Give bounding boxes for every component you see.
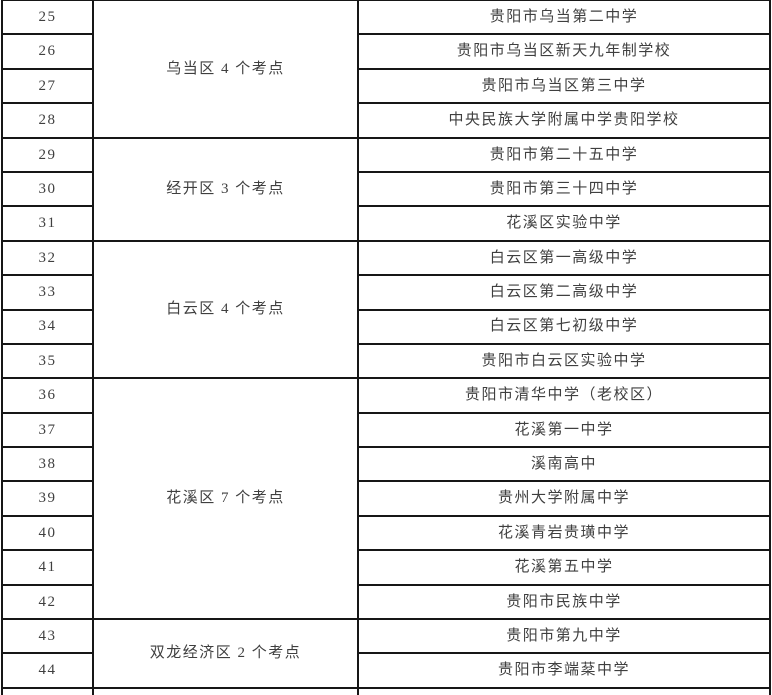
table-row: 39 贵州大学附属中学 <box>1 480 771 517</box>
row-number-cell: 43 <box>1 618 94 655</box>
table-row-partial <box>1 686 771 695</box>
table-row: 44 贵阳市李端棻中学 <box>1 652 771 689</box>
row-number-cell <box>1 686 94 695</box>
school-name-cell: 溪南高中 <box>357 446 771 483</box>
row-number-cell: 31 <box>1 205 94 242</box>
school-name-cell: 贵州大学附属中学 <box>357 480 771 517</box>
school-name-cell: 白云区第七初级中学 <box>357 308 771 345</box>
district-group-cell: 经开区 3 个考点 <box>92 136 359 242</box>
table-row: 38 溪南高中 <box>1 446 771 483</box>
row-number-cell: 37 <box>1 411 94 449</box>
row-number-cell: 38 <box>1 446 94 483</box>
row-number-cell: 40 <box>1 514 94 552</box>
table-row: 25 乌当区 4 个考点 贵阳市乌当第二中学 <box>1 0 771 139</box>
table-row: 32 白云区 4 个考点 白云区第一高级中学 <box>1 239 771 380</box>
row-number-cell: 39 <box>1 480 94 517</box>
school-name-cell: 花溪区实验中学 <box>357 205 771 242</box>
row-number-cell: 27 <box>1 67 94 105</box>
school-name-cell: 贵阳市乌当第二中学 <box>357 0 771 36</box>
table-row: 40 花溪青岩贵璜中学 <box>1 514 771 552</box>
school-name-cell: 花溪青岩贵璜中学 <box>357 514 771 552</box>
school-name-cell: 贵阳市乌当区第三中学 <box>357 67 771 105</box>
table-row: 42 贵阳市民族中学 <box>1 583 771 621</box>
table-row: 37 花溪第一中学 <box>1 411 771 449</box>
row-number-cell: 35 <box>1 342 94 380</box>
school-name-cell: 贵阳市李端棻中学 <box>357 652 771 689</box>
row-number-cell: 28 <box>1 102 94 139</box>
table-row: 29 经开区 3 个考点 贵阳市第二十五中学 <box>1 136 771 242</box>
row-number-cell: 42 <box>1 583 94 621</box>
district-group-cell: 乌当区 4 个考点 <box>92 0 359 139</box>
table-row: 36 花溪区 7 个考点 贵阳市清华中学（老校区） <box>1 377 771 621</box>
school-name-cell: 贵阳市乌当区新天九年制学校 <box>357 33 771 70</box>
row-number-cell: 29 <box>1 136 94 173</box>
row-number-cell: 25 <box>1 0 94 36</box>
table-row: 43 双龙经济区 2 个考点 贵阳市第九中学 <box>1 618 771 689</box>
row-number-cell: 41 <box>1 549 94 586</box>
table-row: 41 花溪第五中学 <box>1 549 771 586</box>
table-row: 35 贵阳市白云区实验中学 <box>1 342 771 380</box>
school-name-cell: 贵阳市民族中学 <box>357 583 771 621</box>
table-row: 28 中央民族大学附属中学贵阳学校 <box>1 102 771 139</box>
school-name-cell: 贵阳市第九中学 <box>357 618 771 655</box>
school-name-cell: 贵阳市白云区实验中学 <box>357 342 771 380</box>
table-row: 33 白云区第二高级中学 <box>1 274 771 311</box>
table-row: 26 贵阳市乌当区新天九年制学校 <box>1 33 771 70</box>
district-group-cell: 白云区 4 个考点 <box>92 239 359 380</box>
school-name-cell: 白云区第一高级中学 <box>357 239 771 277</box>
table-row: 27 贵阳市乌当区第三中学 <box>1 67 771 105</box>
school-name-cell: 花溪第一中学 <box>357 411 771 449</box>
table-row: 30 贵阳市第三十四中学 <box>1 170 771 208</box>
school-name-cell: 中央民族大学附属中学贵阳学校 <box>357 102 771 139</box>
row-number-cell: 32 <box>1 239 94 277</box>
school-name-cell: 贵阳市清华中学（老校区） <box>357 377 771 414</box>
district-group-cell <box>92 686 359 695</box>
school-name-cell: 贵阳市第二十五中学 <box>357 136 771 173</box>
row-number-cell: 44 <box>1 652 94 689</box>
school-name-cell: 花溪第五中学 <box>357 549 771 586</box>
district-group-cell: 双龙经济区 2 个考点 <box>92 618 359 689</box>
district-group-cell: 花溪区 7 个考点 <box>92 377 359 621</box>
row-number-cell: 34 <box>1 308 94 345</box>
table-row: 34 白云区第七初级中学 <box>1 308 771 345</box>
row-number-cell: 30 <box>1 170 94 208</box>
row-number-cell: 36 <box>1 377 94 414</box>
school-name-cell: 白云区第二高级中学 <box>357 274 771 311</box>
school-name-cell <box>357 686 771 695</box>
row-number-cell: 33 <box>1 274 94 311</box>
school-name-cell: 贵阳市第三十四中学 <box>357 170 771 208</box>
row-number-cell: 26 <box>1 33 94 70</box>
table-row: 31 花溪区实验中学 <box>1 205 771 242</box>
